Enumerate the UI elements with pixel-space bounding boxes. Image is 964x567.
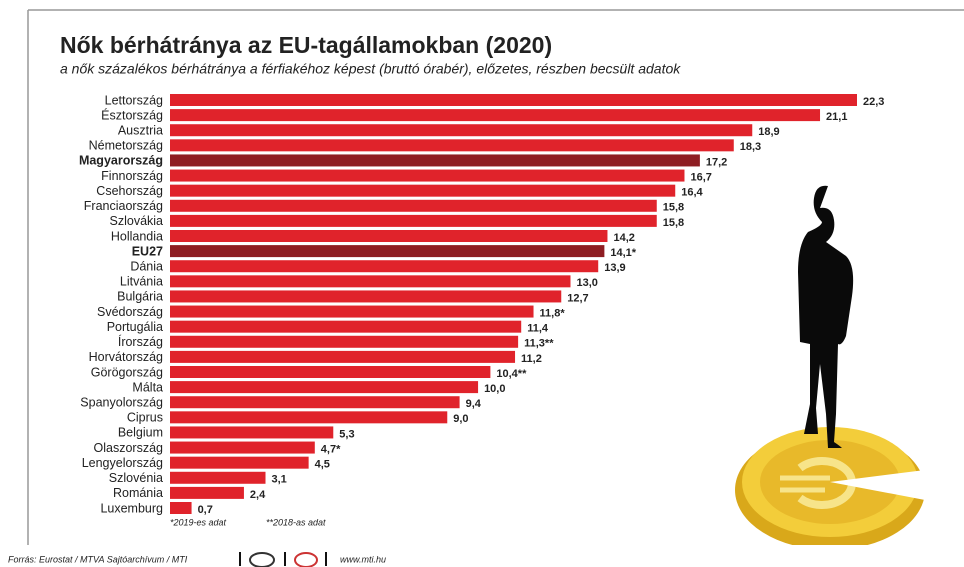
value-label: 4,5	[315, 459, 330, 471]
bar	[170, 245, 605, 258]
bar	[170, 411, 448, 424]
value-label: 4,7*	[321, 443, 341, 455]
value-label: 17,2	[706, 156, 727, 168]
bar	[170, 275, 571, 288]
bar	[170, 139, 734, 152]
value-label: 22,3	[863, 96, 884, 108]
bar	[170, 456, 309, 469]
category-label: Észtország	[101, 107, 163, 122]
category-label: Írország	[118, 334, 163, 349]
illustration	[715, 185, 964, 567]
bar	[170, 109, 821, 122]
bar	[170, 305, 534, 318]
value-label: 5,3	[339, 428, 354, 440]
source: Forrás: Eurostat / MTVA Sajtóarchívum / …	[8, 554, 188, 564]
category-label: Csehország	[96, 184, 163, 198]
bar	[170, 381, 479, 394]
category-label: Spanyolország	[80, 396, 163, 410]
value-label: 9,4	[466, 398, 482, 410]
bar	[170, 154, 700, 167]
category-label: Szlovákia	[110, 214, 164, 228]
category-label: Belgium	[118, 426, 163, 440]
category-label: Dánia	[130, 260, 163, 274]
category-label: Hollandia	[111, 229, 163, 243]
bar	[170, 230, 608, 242]
bar	[170, 290, 562, 303]
value-label: 11,3**	[524, 338, 554, 350]
bar	[170, 184, 676, 197]
chart-subtitle: a nők százalékos bérhátránya a férfiakéh…	[60, 61, 681, 77]
bar	[170, 335, 519, 348]
footnote: *2019-es adat	[170, 517, 227, 527]
bar	[170, 426, 334, 439]
bar	[170, 350, 516, 363]
category-label: Magyarország	[79, 154, 163, 168]
bar	[170, 471, 266, 484]
category-label: Görögország	[91, 365, 163, 379]
bar	[170, 320, 522, 333]
logos	[239, 552, 327, 567]
category-label: Franciaország	[84, 199, 163, 213]
category-label: Bulgária	[117, 290, 163, 304]
value-label: 14,1*	[610, 247, 636, 259]
value-label: 11,4	[527, 323, 549, 335]
category-label: Finnország	[101, 169, 163, 183]
chart-title: Nők bérhátránya az EU-tagállamokban (202…	[60, 32, 552, 58]
bar	[170, 94, 857, 106]
bar	[170, 199, 657, 212]
category-label: Luxemburg	[100, 501, 163, 515]
category-label: Ausztria	[118, 124, 163, 138]
value-label: 13,9	[604, 262, 625, 274]
value-label: 9,0	[453, 413, 468, 425]
bar	[170, 124, 753, 137]
value-label: 3,1	[272, 474, 287, 486]
bar	[170, 502, 192, 514]
value-label: 11,2	[521, 353, 542, 365]
category-label: Ciprus	[127, 411, 163, 425]
bar	[170, 214, 657, 227]
value-label: 18,9	[758, 126, 779, 138]
category-label: Lettország	[105, 93, 163, 107]
category-label: Románia	[113, 486, 163, 500]
value-label: 21,1	[826, 111, 847, 123]
category-label: Olaszország	[94, 441, 164, 455]
category-label: Németország	[89, 139, 163, 153]
category-label: Málta	[132, 380, 163, 394]
category-label: Szlovénia	[109, 471, 163, 485]
bar	[170, 366, 491, 378]
value-label: 10,0	[484, 383, 505, 395]
value-label: 10,4**	[496, 368, 527, 380]
bar	[170, 396, 460, 409]
category-label: Horvátország	[89, 350, 163, 364]
footnote: **2018-as adat	[266, 517, 326, 527]
value-label: 14,2	[613, 232, 634, 244]
value-label: 0,7	[198, 504, 213, 516]
category-label: Lengyelország	[82, 456, 163, 470]
value-label: 13,0	[576, 277, 597, 289]
category-label: Litvánia	[120, 275, 163, 289]
value-label: 15,8	[663, 217, 684, 229]
bar	[170, 486, 244, 499]
value-label: 11,8*	[540, 307, 566, 319]
value-label: 16,4	[681, 187, 703, 199]
value-label: 18,3	[740, 141, 761, 153]
bar	[170, 169, 685, 182]
value-label: 2,4	[250, 489, 266, 501]
category-label: EU27	[132, 244, 163, 258]
category-label: Svédország	[97, 305, 163, 319]
value-label: 12,7	[567, 292, 588, 304]
value-label: 15,8	[663, 202, 684, 214]
bar	[170, 260, 599, 273]
bar	[170, 441, 315, 454]
website: www.mti.hu	[340, 554, 386, 564]
value-label: 16,7	[690, 171, 711, 183]
category-label: Portugália	[107, 320, 163, 334]
